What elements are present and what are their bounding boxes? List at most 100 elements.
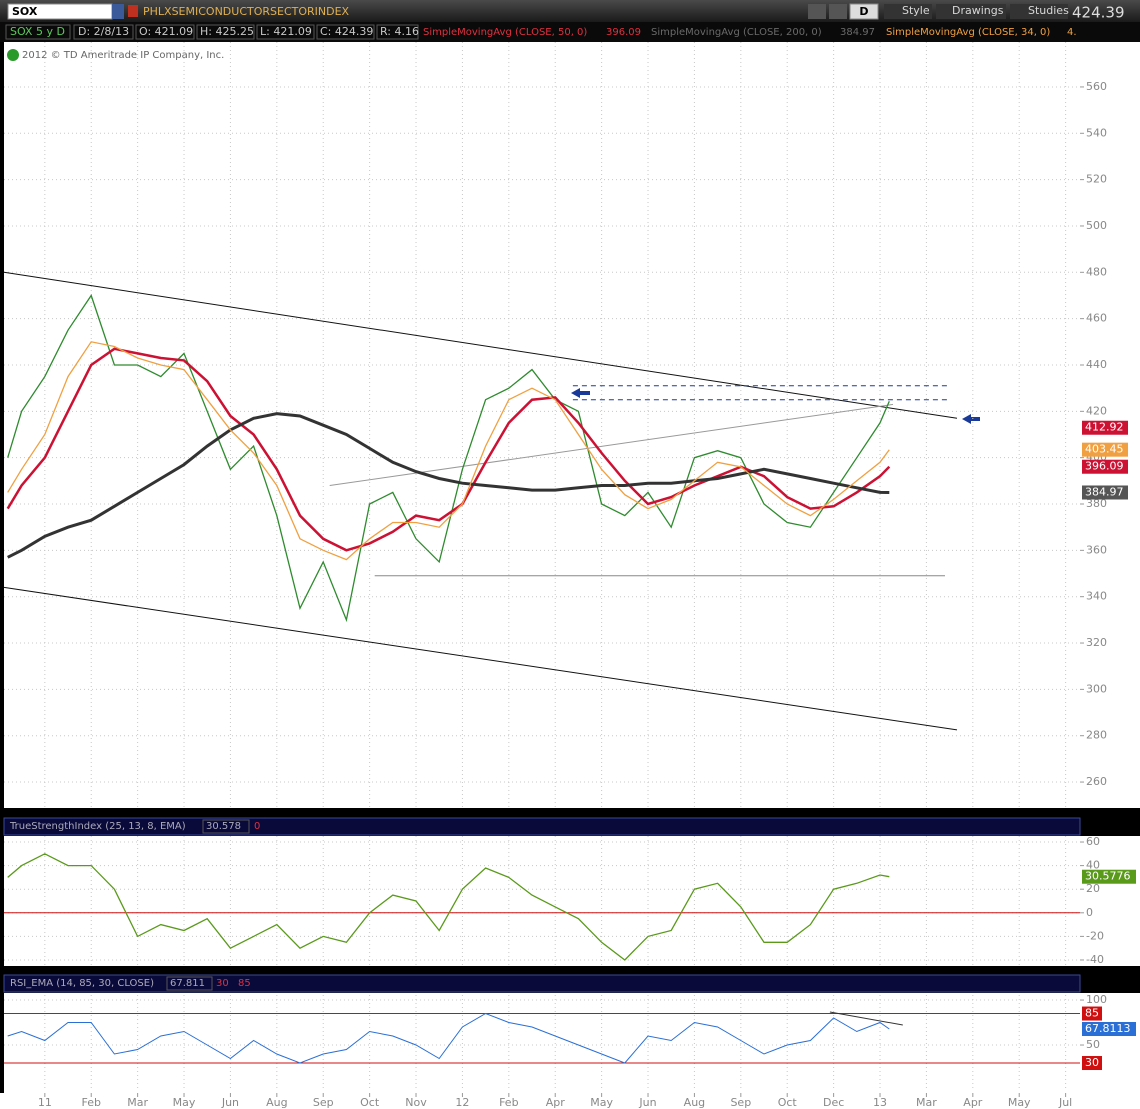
x-tick-label: Oct [360, 1096, 380, 1109]
y-tick-label: 520 [1086, 173, 1107, 186]
symbol-description: PHLXSEMICONDUCTORSECTORINDEX [143, 5, 350, 18]
style-label: Style [902, 4, 930, 17]
series-line [7, 412, 890, 559]
legend-value: 396.09 [606, 27, 641, 38]
tool-icon[interactable] [808, 4, 826, 19]
level-label: 85 [1085, 1007, 1099, 1020]
x-tick-label: 11 [38, 1096, 52, 1109]
copyright: 2012 © TD Ameritrade IP Company, Inc. [22, 50, 224, 61]
y-tick-label: 500 [1086, 219, 1107, 232]
symbol: SOX [12, 5, 38, 18]
y-tick-label: 480 [1086, 265, 1107, 278]
aggregation-button[interactable] [849, 3, 879, 20]
x-tick-label: 13 [873, 1096, 887, 1109]
study-header [3, 817, 1081, 836]
series-line [7, 1012, 890, 1064]
info-box [256, 24, 315, 40]
x-tick-label: May [1008, 1096, 1031, 1109]
plot-layer: 2602803003203403603804004204404604805005… [3, 42, 1136, 1109]
price-marker-label: 412.92 [1085, 421, 1124, 434]
y-tick-label: 320 [1086, 636, 1107, 649]
x-tick-label: Jun [221, 1096, 239, 1109]
y-tick-label: 560 [1086, 80, 1107, 93]
x-tick-label: May [590, 1096, 613, 1109]
info-bar [0, 22, 1140, 42]
date: D: 2/8/13 [78, 25, 129, 38]
last-price: 424.39 [1072, 4, 1125, 22]
style-button[interactable] [884, 4, 932, 19]
low: L: 421.09 [260, 25, 312, 38]
price-marker [1082, 459, 1128, 474]
y-tick-label: 0 [1086, 906, 1093, 919]
y-tick-label: 340 [1086, 590, 1107, 603]
price-marker-label: 403.45 [1085, 443, 1124, 456]
info-box [135, 24, 195, 40]
y-tick-label: 260 [1086, 775, 1107, 788]
x-tick-label: Jul [1058, 1096, 1072, 1109]
trendline [3, 586, 958, 731]
price-marker [1082, 442, 1128, 457]
y-tick-label: 380 [1086, 497, 1107, 510]
y-tick-label: 40 [1086, 859, 1100, 872]
studies-button[interactable] [1010, 4, 1068, 19]
series-line [7, 341, 890, 561]
study-level: 30 [216, 978, 229, 989]
level-label: 30 [1085, 1056, 1099, 1069]
x-tick-label: Oct [778, 1096, 798, 1109]
info-box [166, 976, 213, 991]
last-value-label: 67.8113 [1085, 1022, 1131, 1035]
x-tick-label: 12 [455, 1096, 469, 1109]
tsi-axis [1080, 836, 1140, 966]
study-name: RSI_EMA (14, 85, 30, CLOSE) [10, 978, 154, 989]
legend-entry: SimpleMovingAvg (CLOSE, 34, 0) [886, 27, 1050, 38]
info-box [73, 24, 134, 40]
arrow-annotation [962, 414, 980, 424]
level-box [1082, 1056, 1102, 1071]
series-line [7, 853, 890, 961]
study-level: 85 [238, 978, 251, 989]
wrench-icon[interactable] [829, 4, 847, 19]
x-tick-label: Sep [730, 1096, 751, 1109]
price-marker [1082, 485, 1128, 500]
study-value: 67.811 [170, 978, 205, 989]
x-tick-label: Sep [313, 1096, 334, 1109]
y-tick-label: 20 [1086, 882, 1100, 895]
info-box [5, 24, 71, 40]
legend-entry: SimpleMovingAvg (CLOSE, 50, 0) [423, 27, 587, 38]
info-icon [7, 49, 19, 61]
time-axis [0, 1093, 1140, 1109]
x-tick-label: Dec [823, 1096, 844, 1109]
x-tick-label: Jun [638, 1096, 656, 1109]
info-box [202, 819, 250, 834]
legend-entry: SimpleMovingAvg (CLOSE, 200, 0) [651, 27, 822, 38]
link-icon[interactable] [128, 5, 138, 17]
x-tick-label: Apr [963, 1096, 983, 1109]
trendline [3, 271, 958, 419]
y-tick-label: 420 [1086, 404, 1107, 417]
price-marker-label: 384.97 [1085, 485, 1124, 498]
symbol-dropdown[interactable] [112, 4, 124, 19]
y-tick-label: -40 [1086, 953, 1104, 966]
x-tick-label: May [173, 1096, 196, 1109]
level-box [1082, 1006, 1102, 1021]
price-marker [1082, 420, 1128, 435]
legend-value: 4. [1067, 27, 1077, 38]
info-box [376, 24, 419, 40]
y-tick-label: 100 [1086, 993, 1107, 1006]
y-tick-label: 440 [1086, 358, 1107, 371]
price-marker-label: 396.09 [1085, 460, 1124, 473]
range: R: 4.16 [380, 25, 419, 38]
y-tick-label: 300 [1086, 682, 1107, 695]
price-panel [4, 42, 1080, 808]
x-tick-label: Mar [127, 1096, 148, 1109]
drawings-button[interactable] [936, 4, 1006, 19]
x-tick-label: Nov [405, 1096, 427, 1109]
last-value-box [1082, 1021, 1136, 1036]
open: O: 421.09 [139, 25, 193, 38]
rsi-panel [4, 993, 1080, 1093]
studies-label: Studies [1028, 4, 1069, 17]
tsi-panel [4, 836, 1080, 966]
arrow-annotation [571, 388, 590, 398]
y-tick-label: -20 [1086, 929, 1104, 942]
